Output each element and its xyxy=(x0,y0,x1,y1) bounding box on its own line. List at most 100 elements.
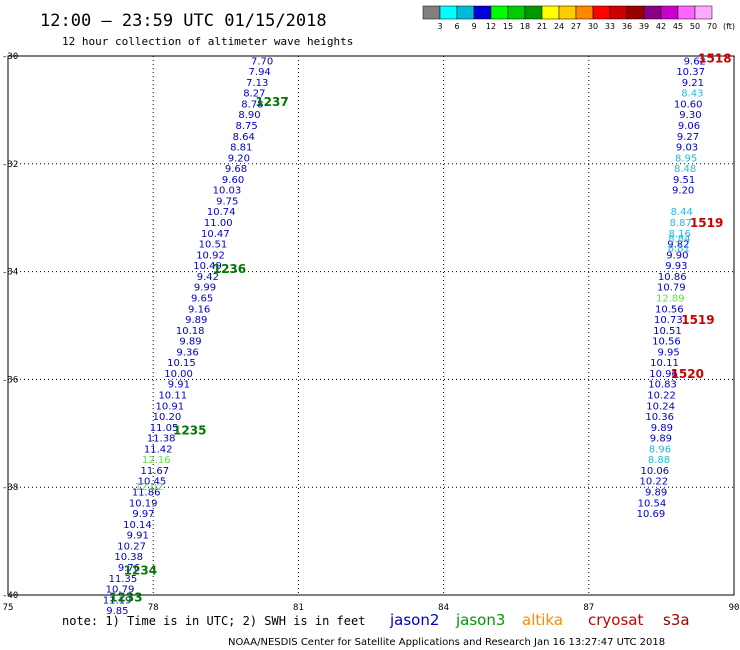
wave-height-label: 10.69 xyxy=(637,509,666,520)
legend-bin-label: 36 xyxy=(622,22,632,31)
pass-number-label: 1518 xyxy=(698,52,731,66)
legend-swatch xyxy=(677,5,696,20)
x-tick-label: 78 xyxy=(148,603,159,613)
wave-height-label: 8.44 xyxy=(671,207,693,218)
wave-height-label: 9.93 xyxy=(665,261,687,272)
wave-height-label: 9.91 xyxy=(168,380,190,391)
wave-height-label: 8.43 xyxy=(681,89,703,100)
legend-bin-label: 24 xyxy=(554,22,564,31)
legend-bin-label: 6 xyxy=(454,22,459,31)
wave-height-label: 9.62 xyxy=(684,56,706,67)
legend-swatch xyxy=(456,5,475,20)
wave-height-label: 9.03 xyxy=(676,143,698,154)
legend-bin-label: 12 xyxy=(486,22,496,31)
wave-height-label: 10.92 xyxy=(196,250,225,261)
legend-bin-label: 30 xyxy=(588,22,598,31)
wave-height-label: 10.56 xyxy=(652,337,681,348)
pass-number-label: 1519 xyxy=(690,216,723,230)
wave-height-label: 8.81 xyxy=(230,143,252,154)
y-tick-label: -30 xyxy=(2,52,18,62)
wave-height-label: 7.13 xyxy=(246,78,268,89)
legend-swatch xyxy=(439,5,458,20)
wave-height-label: 10.79 xyxy=(657,283,686,294)
pass-number-label: 1520 xyxy=(671,367,704,381)
wave-height-label: 10.56 xyxy=(655,304,684,315)
legend-swatch xyxy=(592,5,611,20)
wave-height-label: 10.37 xyxy=(676,67,705,78)
wave-height-label: 9.60 xyxy=(222,175,244,186)
wave-height-label: 10.22 xyxy=(640,477,669,488)
y-tick-label: -32 xyxy=(2,160,18,170)
wave-height-label: 10.36 xyxy=(645,412,674,423)
satellite-name: cryosat xyxy=(588,611,643,629)
wave-height-label: 10.60 xyxy=(674,99,703,110)
legend-bin-label: 50 xyxy=(690,22,700,31)
wave-height-label: 11.19 xyxy=(103,595,132,606)
plot-frame xyxy=(7,55,735,596)
wave-height-label: 10.27 xyxy=(117,541,146,552)
wave-height-label: 10.91 xyxy=(156,401,185,412)
wave-height-label: 10.15 xyxy=(167,358,196,369)
wave-height-label: 9.20 xyxy=(228,153,250,164)
wave-height-label: 10.24 xyxy=(646,401,675,412)
wave-height-label: 8.96 xyxy=(649,444,671,455)
axis-ticks: 75 78 81 84 87 90 -30 -32 -34 -36 -38 -40 xyxy=(2,52,739,613)
pass-number-label: 1236 xyxy=(213,262,246,276)
pass-number-label: 1233 xyxy=(109,591,142,605)
wave-height-label: 11.42 xyxy=(144,444,173,455)
wave-height-label: 10.49 xyxy=(193,261,222,272)
wave-height-label: 10.79 xyxy=(106,585,135,596)
wave-height-label: 9.68 xyxy=(225,164,247,175)
satellite-name: jason3 xyxy=(455,611,505,629)
y-tick-label: -40 xyxy=(2,591,18,601)
wave-height-label: 9.89 xyxy=(651,423,673,434)
wave-height-label: 8.27 xyxy=(243,89,265,100)
wave-height-label: 9.21 xyxy=(682,78,704,89)
legend-bin-label: 15 xyxy=(503,22,513,31)
wave-height-label: 10.51 xyxy=(653,326,682,337)
satellite-name: jason2 xyxy=(389,611,439,629)
wave-height-label: 9.90 xyxy=(666,250,688,261)
wave-height-label: 8.90 xyxy=(238,110,260,121)
legend-swatch xyxy=(660,5,679,20)
wave-height-label: 11.67 xyxy=(141,466,170,477)
legend-swatch xyxy=(575,5,594,20)
wave-height-label: 10.00 xyxy=(164,369,193,380)
wave-height-label: 9.85 xyxy=(106,606,128,617)
wave-height-label: 10.20 xyxy=(153,412,182,423)
wave-height-label: 9.76 xyxy=(118,563,140,574)
wave-height-label: 10.73 xyxy=(654,315,683,326)
wave-height-label: 9.27 xyxy=(677,132,699,143)
wave-height-label: 9.16 xyxy=(188,304,210,315)
wave-height-label: 8.16 xyxy=(669,229,691,240)
wave-height-label: 8.84 xyxy=(668,234,690,245)
wave-height-label: 10.51 xyxy=(199,240,228,251)
wave-height-label: 9.65 xyxy=(191,293,213,304)
x-tick-label: 87 xyxy=(583,603,594,613)
wave-height-label: 10.14 xyxy=(123,520,152,531)
wave-height-label: 8.87 xyxy=(670,218,692,229)
wave-height-label: 9.51 xyxy=(673,175,695,186)
y-tick-label: -34 xyxy=(2,268,18,278)
chart-subtitle: 12 hour collection of altimeter wave hei… xyxy=(62,35,353,48)
wave-height-label: 9.36 xyxy=(176,347,198,358)
wave-height-label: 9.75 xyxy=(216,196,238,207)
wave-height-label: 8.88 xyxy=(648,455,670,466)
wave-height-label: 12.89 xyxy=(656,293,685,304)
legend-swatch xyxy=(541,5,560,20)
note-text: note: 1) Time is in UTC; 2) SWH is in fe… xyxy=(62,614,365,628)
wave-height-label: 10.83 xyxy=(648,380,677,391)
wave-height-label: 9.89 xyxy=(650,434,672,445)
wave-height-label: 9.99 xyxy=(194,283,216,294)
wave-height-label: 9.89 xyxy=(179,337,201,348)
wave-height-label: 11.00 xyxy=(204,218,233,229)
legend-swatch xyxy=(626,5,645,20)
satellite-name: altika xyxy=(522,611,563,629)
legend-swatch xyxy=(473,5,492,20)
wave-height-label: 9.95 xyxy=(658,347,680,358)
wave-height-label: 10.03 xyxy=(213,186,242,197)
wave-height-label: 10.19 xyxy=(129,498,158,509)
wave-height-label: 9.97 xyxy=(132,509,154,520)
wave-height-label: 9.20 xyxy=(672,186,694,197)
